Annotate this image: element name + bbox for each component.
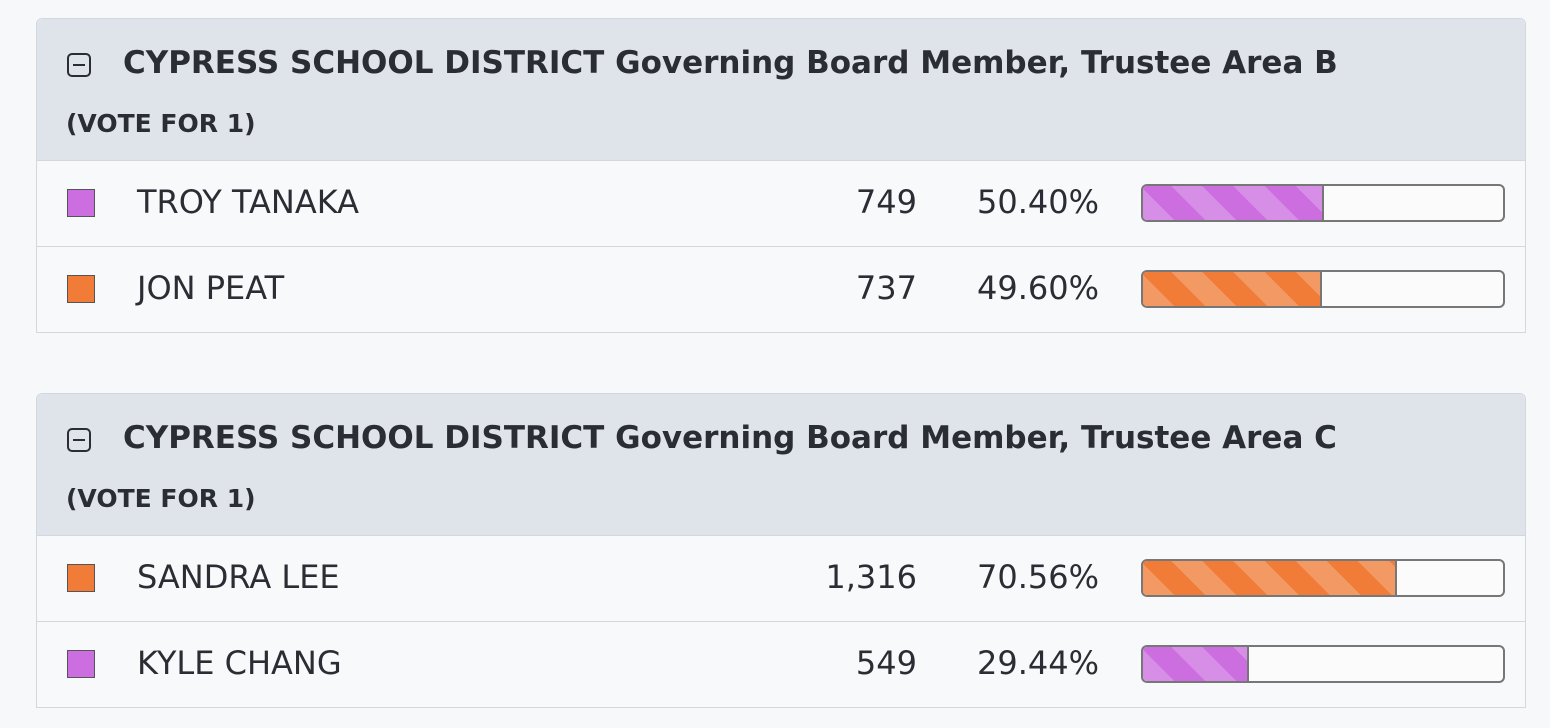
percent-bar [1143, 647, 1249, 681]
percent-bar [1143, 561, 1398, 595]
candidate-row: TROY TANAKA 749 50.40% [37, 160, 1525, 246]
vote-count: 737 [855, 269, 917, 307]
vote-percent: 50.40% [976, 183, 1099, 221]
vote-percent: 70.56% [976, 558, 1099, 596]
race-card: CYPRESS SCHOOL DISTRICT Governing Board … [36, 393, 1526, 708]
percent-bar [1143, 272, 1322, 306]
collapse-toggle[interactable] [67, 53, 91, 77]
candidate-name: JON PEAT [137, 269, 285, 307]
color-swatch [67, 650, 95, 678]
color-swatch [67, 564, 95, 592]
color-swatch [67, 275, 95, 303]
race-subtitle: (VOTE FOR 1) [66, 109, 256, 138]
candidate-name: KYLE CHANG [137, 644, 342, 682]
percent-bar [1143, 186, 1325, 220]
candidate-name: TROY TANAKA [137, 183, 360, 221]
race-title: CYPRESS SCHOOL DISTRICT Governing Board … [123, 45, 1338, 81]
candidate-row: KYLE CHANG 549 29.44% [37, 621, 1525, 707]
percent-bar-track [1141, 559, 1505, 597]
candidate-row: SANDRA LEE 1,316 70.56% [37, 535, 1525, 621]
percent-bar-track [1141, 270, 1505, 308]
vote-count: 1,316 [825, 558, 917, 596]
vote-percent: 49.60% [976, 269, 1099, 307]
collapse-toggle[interactable] [67, 428, 91, 452]
vote-percent: 29.44% [976, 644, 1099, 682]
candidate-row: JON PEAT 737 49.60% [37, 246, 1525, 332]
percent-bar-track [1141, 645, 1505, 683]
percent-bar-track [1141, 184, 1505, 222]
color-swatch [67, 189, 95, 217]
race-title: CYPRESS SCHOOL DISTRICT Governing Board … [123, 420, 1337, 456]
race-header: CYPRESS SCHOOL DISTRICT Governing Board … [37, 394, 1525, 535]
race-header: CYPRESS SCHOOL DISTRICT Governing Board … [37, 19, 1525, 160]
race-subtitle: (VOTE FOR 1) [66, 484, 256, 513]
race-card: CYPRESS SCHOOL DISTRICT Governing Board … [36, 18, 1526, 333]
vote-count: 749 [855, 183, 917, 221]
candidate-name: SANDRA LEE [137, 558, 340, 596]
vote-count: 549 [855, 644, 917, 682]
